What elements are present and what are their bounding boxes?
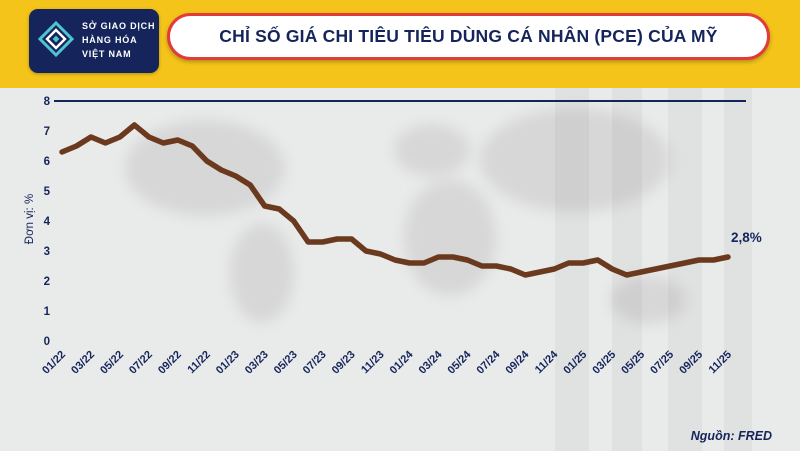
svg-text:09/24: 09/24 [503, 348, 532, 377]
page-title: CHỈ SỐ GIÁ CHI TIÊU TIÊU DÙNG CÁ NHÂN (P… [219, 26, 718, 46]
svg-text:11/23: 11/23 [359, 349, 387, 377]
svg-text:11/22: 11/22 [185, 349, 213, 377]
svg-text:05/23: 05/23 [272, 349, 300, 377]
exchange-logo-text: SỞ GIAO DỊCH HÀNG HÓA VIỆT NAM [82, 20, 155, 62]
svg-text:11/25: 11/25 [707, 349, 735, 377]
svg-text:03/24: 03/24 [417, 348, 446, 377]
svg-text:1: 1 [44, 306, 51, 318]
svg-text:7: 7 [44, 126, 50, 138]
svg-text:09/22: 09/22 [156, 349, 184, 377]
logo-line-2: HÀNG HÓA [82, 35, 138, 46]
svg-text:09/23: 09/23 [330, 349, 358, 377]
source-credit: Nguồn: FRED [690, 429, 772, 443]
chart-title-pill: CHỈ SỐ GIÁ CHI TIÊU TIÊU DÙNG CÁ NHÂN (P… [167, 13, 770, 60]
svg-text:07/25: 07/25 [648, 349, 676, 377]
svg-text:05/25: 05/25 [619, 349, 647, 377]
svg-text:11/24: 11/24 [533, 348, 561, 376]
last-value-label: 2,8% [731, 230, 762, 245]
svg-text:01/22: 01/22 [40, 349, 68, 377]
svg-text:09/25: 09/25 [677, 349, 705, 377]
svg-text:01/23: 01/23 [214, 349, 242, 377]
header-banner: SỞ GIAO DỊCH HÀNG HÓA VIỆT NAM CHỈ SỐ GI… [0, 0, 800, 88]
y-axis-title: Đơn vị: % [24, 193, 36, 245]
svg-text:2: 2 [44, 276, 50, 288]
svg-text:01/25: 01/25 [561, 349, 589, 377]
svg-text:0: 0 [44, 336, 50, 348]
svg-text:05/22: 05/22 [98, 349, 126, 377]
svg-text:07/23: 07/23 [301, 349, 329, 377]
diamond-logo-icon [37, 20, 75, 62]
svg-text:07/24: 07/24 [475, 348, 504, 377]
svg-text:3: 3 [44, 246, 50, 258]
svg-text:03/25: 03/25 [590, 349, 618, 377]
svg-text:01/24: 01/24 [388, 348, 417, 377]
svg-text:05/24: 05/24 [446, 348, 475, 377]
svg-text:03/22: 03/22 [69, 349, 97, 377]
svg-text:4: 4 [44, 216, 51, 228]
svg-text:5: 5 [44, 186, 51, 198]
svg-text:07/22: 07/22 [127, 349, 155, 377]
logo-line-3: VIỆT NAM [82, 48, 132, 59]
exchange-logo: SỞ GIAO DỊCH HÀNG HÓA VIỆT NAM [29, 9, 159, 73]
svg-text:03/23: 03/23 [243, 349, 271, 377]
logo-line-1: SỞ GIAO DỊCH [82, 21, 156, 32]
svg-text:6: 6 [44, 156, 50, 168]
svg-text:8: 8 [44, 96, 51, 108]
